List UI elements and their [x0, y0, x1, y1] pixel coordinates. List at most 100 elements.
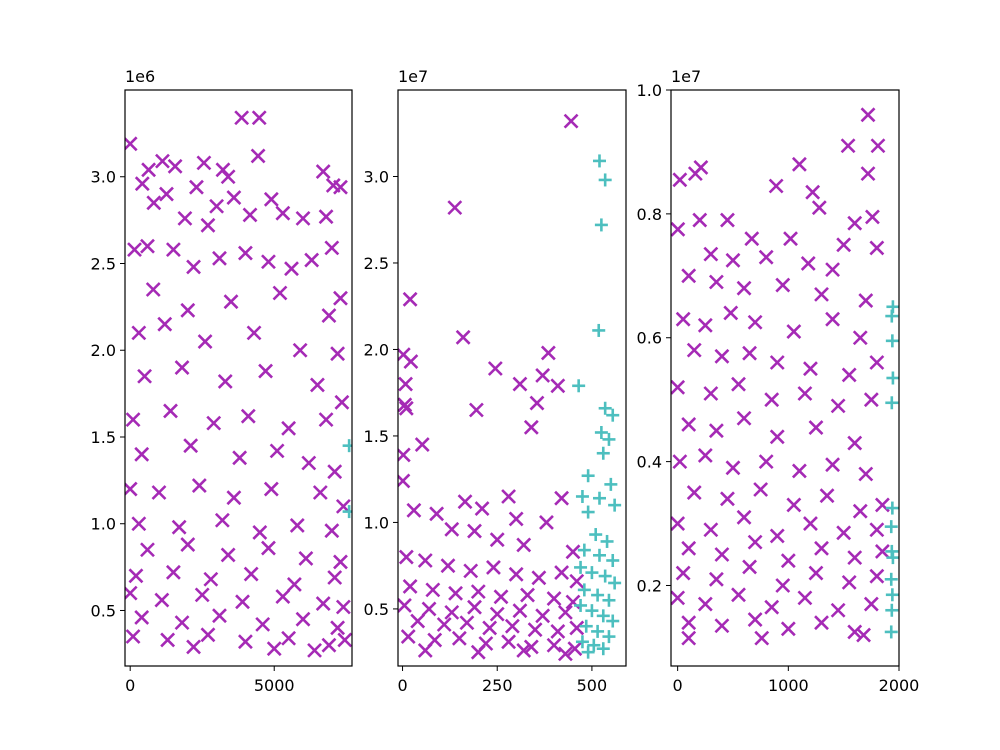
point-x: [467, 523, 482, 539]
point-x: [258, 363, 273, 379]
point-x: [671, 516, 686, 531]
point-x: [171, 519, 187, 535]
point-x: [723, 305, 739, 321]
point-x: [714, 348, 730, 364]
point-x: [708, 274, 724, 290]
point-x: [672, 454, 688, 470]
point-x: [191, 478, 207, 493]
point-x: [200, 217, 216, 233]
point-x: [869, 568, 885, 584]
point-x: [237, 634, 253, 650]
point-x: [134, 610, 150, 625]
point-x: [154, 592, 170, 608]
point-x: [131, 516, 147, 532]
point-x: [697, 317, 713, 333]
point-x: [235, 594, 250, 610]
axes-frame: [124, 89, 353, 667]
point-x: [852, 330, 868, 346]
x-tick-label: 250: [482, 676, 513, 695]
point-x: [520, 587, 535, 603]
y-tick-label: 2.0: [364, 340, 389, 359]
point-x: [569, 573, 585, 589]
point-x: [486, 559, 501, 575]
point-plus: [585, 566, 599, 580]
point-x: [197, 334, 213, 349]
point-x: [720, 491, 735, 507]
point-x: [501, 489, 517, 504]
point-x: [189, 179, 204, 195]
series-x-markers: [671, 107, 890, 646]
point-x: [141, 162, 157, 178]
point-x: [284, 261, 299, 277]
series-x-markers: [125, 110, 352, 658]
point-x: [708, 571, 724, 587]
point-plus: [581, 505, 595, 519]
point-x: [830, 398, 846, 414]
point-x: [775, 578, 791, 593]
point-plus: [602, 630, 616, 644]
point-x: [764, 392, 780, 408]
point-plus: [592, 154, 606, 168]
point-x: [671, 221, 686, 237]
point-x: [539, 515, 554, 530]
point-plus: [589, 528, 603, 542]
point-x: [869, 522, 885, 538]
point-x: [298, 551, 314, 566]
point-x: [487, 361, 503, 376]
point-x: [292, 342, 308, 358]
point-x: [212, 608, 227, 624]
point-x: [703, 386, 719, 401]
point-x: [440, 558, 456, 574]
point-x: [708, 423, 724, 439]
x-tick-label: 0: [125, 676, 135, 695]
point-x: [251, 110, 267, 126]
point-x: [874, 544, 890, 559]
point-x: [546, 637, 562, 653]
point-x: [289, 518, 305, 533]
point-x: [398, 400, 414, 416]
point-x: [263, 191, 279, 207]
point-x: [681, 540, 697, 556]
point-plus: [598, 173, 612, 187]
point-x: [425, 582, 441, 598]
point-x: [671, 379, 686, 395]
point-x: [212, 250, 227, 266]
point-x: [318, 412, 334, 428]
point-x: [209, 198, 225, 214]
point-plus: [885, 501, 899, 515]
point-x: [725, 252, 741, 268]
point-x: [482, 620, 498, 636]
point-x: [847, 435, 863, 451]
point-plus: [600, 534, 614, 548]
point-plus: [585, 604, 599, 618]
point-x: [681, 268, 697, 284]
point-x: [398, 447, 411, 463]
point-x: [769, 528, 785, 544]
point-x: [736, 280, 752, 296]
point-plus: [885, 309, 899, 323]
point-x: [825, 457, 841, 473]
point-x: [402, 579, 418, 594]
y-tick-label: 1.0: [364, 513, 389, 532]
point-x: [847, 215, 863, 231]
point-x: [554, 490, 570, 506]
point-x: [455, 329, 471, 345]
point-plus: [577, 543, 591, 557]
point-x: [504, 618, 520, 634]
point-plus: [591, 624, 605, 638]
point-plus: [592, 548, 606, 562]
point-x: [203, 571, 219, 587]
point-x: [417, 643, 433, 658]
point-x: [808, 420, 824, 435]
point-plus: [608, 498, 622, 512]
point-x: [417, 553, 433, 568]
point-x: [180, 537, 196, 552]
point-x: [769, 429, 785, 445]
point-x: [470, 584, 486, 600]
point-x: [272, 285, 288, 301]
point-x: [780, 621, 796, 637]
point-x: [847, 550, 863, 566]
point-x: [523, 639, 539, 655]
point-x: [703, 246, 719, 262]
